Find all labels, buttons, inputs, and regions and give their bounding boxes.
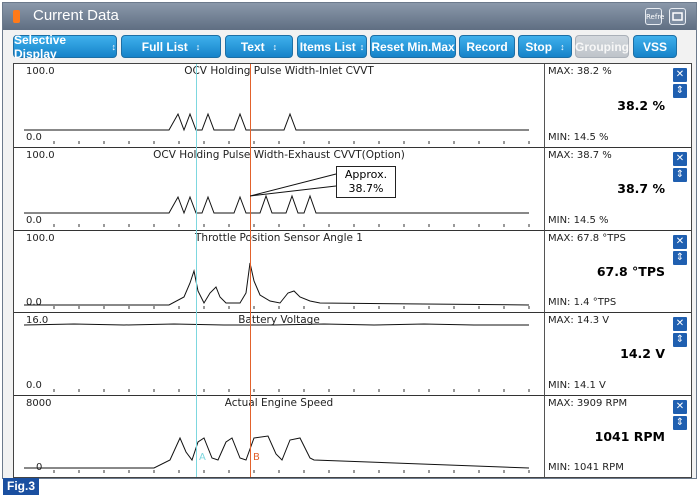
min-value: MIN: 14.1 V: [548, 380, 606, 391]
annotation-callout: Approx. 38.7%: [336, 166, 396, 198]
max-value: MAX: 3909 RPM: [548, 398, 628, 409]
cursor-b-line[interactable]: [250, 64, 251, 477]
stat-ocv-inlet: MAX: 38.2 % 38.2 % MIN: 14.5 % ✕ ⇕: [544, 64, 691, 148]
move-updown-icon[interactable]: ⇕: [673, 416, 687, 430]
trace-throttle: [24, 262, 530, 309]
max-value: MAX: 67.8 °TPS: [548, 233, 626, 244]
y-max-label: 100.0: [26, 150, 55, 161]
callout-pointer: [250, 173, 337, 197]
graph-title: OCV Holding Pulse Width-Inlet CVVT: [184, 65, 374, 77]
y-min-label: 0.0: [26, 380, 42, 391]
stop-button[interactable]: Stop ↕: [518, 35, 572, 58]
updown-icon: ↕: [560, 41, 565, 52]
updown-icon: ↕: [272, 41, 278, 52]
stat-throttle: MAX: 67.8 °TPS 67.8 °TPS MIN: 1.4 °TPS ✕…: [544, 231, 691, 313]
cursor-a-line[interactable]: [196, 64, 197, 477]
figure-tag: Fig.3: [3, 478, 39, 495]
cursor-a-label: A: [199, 452, 206, 463]
move-updown-icon[interactable]: ⇕: [673, 84, 687, 98]
current-value: 1041 RPM: [594, 429, 665, 444]
grouping-button[interactable]: Grouping: [575, 35, 629, 58]
items-list-button[interactable]: Items List ↕: [297, 35, 367, 58]
graph-title: Battery Voltage: [238, 314, 320, 326]
callout-line1: Approx.: [344, 168, 388, 181]
selective-display-button[interactable]: Selective Display ↕: [13, 32, 117, 61]
graph-title: OCV Holding Pulse Width-Exhaust CVVT(Opt…: [153, 149, 405, 161]
updown-icon: ↕: [359, 41, 365, 52]
title-bar: Current Data Refre: [3, 3, 696, 30]
move-updown-icon[interactable]: ⇕: [673, 168, 687, 182]
graph-title: Actual Engine Speed: [224, 397, 334, 409]
close-icon[interactable]: ✕: [673, 400, 687, 414]
reset-minmax-button[interactable]: Reset Min.Max: [370, 35, 456, 58]
updown-icon: ↕: [195, 41, 201, 52]
close-icon[interactable]: ✕: [673, 152, 687, 166]
trace-ocv-exhaust: [24, 194, 530, 227]
y-min-label: 0.0: [26, 297, 42, 308]
move-updown-icon[interactable]: ⇕: [673, 333, 687, 347]
min-value: MIN: 1.4 °TPS: [548, 297, 617, 308]
trace-engine-speed: [24, 435, 530, 473]
full-list-button[interactable]: Full List ↕: [121, 35, 221, 58]
graph-ocv-inlet: 100.0 0.0 OCV Holding Pulse Width-Inlet …: [14, 64, 544, 148]
stat-battery: MAX: 14.3 V 14.2 V MIN: 14.1 V ✕ ⇕: [544, 313, 691, 396]
max-value: MAX: 38.7 %: [548, 150, 612, 161]
graph-throttle: 100.0 0.0 Throttle Position Sensor Angle…: [14, 231, 544, 313]
y-min-label: 0.0: [26, 215, 42, 226]
window-title: Current Data: [33, 7, 119, 24]
record-button[interactable]: Record: [459, 35, 515, 58]
y-max-label: 100.0: [26, 66, 55, 77]
stat-engine-speed: MAX: 3909 RPM 1041 RPM MIN: 1041 RPM ✕ ⇕: [544, 396, 691, 477]
graph-title: Throttle Position Sensor Angle 1: [195, 232, 363, 244]
y-max-label: 100.0: [26, 233, 55, 244]
max-value: MAX: 14.3 V: [548, 315, 610, 326]
y-min-label: 0: [36, 462, 43, 473]
trace-battery: [23, 323, 530, 392]
current-value: 38.7 %: [617, 181, 665, 196]
graph-panel-area: 100.0 0.0 OCV Holding Pulse Width-Inlet …: [13, 63, 692, 478]
graph-ocv-exhaust: 100.0 0.0 OCV Holding Pulse Width-Exhaus…: [14, 148, 544, 231]
current-value: 67.8 °TPS: [596, 264, 665, 279]
close-icon[interactable]: ✕: [673, 68, 687, 82]
callout-line2: 38.7%: [348, 182, 384, 195]
min-value: MIN: 14.5 %: [548, 132, 609, 143]
toolbar: Selective Display ↕ Full List ↕ Text ↕ Item…: [3, 32, 696, 61]
max-value: MAX: 38.2 %: [548, 66, 612, 77]
current-value: 14.2 V: [620, 346, 665, 361]
minimize-icon[interactable]: [669, 8, 686, 25]
move-updown-icon[interactable]: ⇕: [673, 251, 687, 265]
minimize-glyph: [672, 12, 683, 21]
y-max-label: 16.0: [26, 315, 49, 326]
close-icon[interactable]: ✕: [673, 317, 687, 331]
y-min-label: 0.0: [26, 132, 42, 143]
trace-ocv-inlet: [24, 112, 530, 144]
current-data-window: Current Data Refre Selective Display ↕ Fu…: [2, 2, 697, 479]
current-value: 38.2 %: [617, 98, 665, 113]
refresh-icon[interactable]: Refre: [645, 8, 664, 25]
y-max-label: 8000: [26, 398, 52, 409]
cursor-b-label: B: [253, 452, 260, 463]
title-indicator-icon: [13, 10, 20, 23]
graph-engine-speed: 8000 0 Actual Engine Speed: [14, 396, 544, 477]
updown-icon: ↕: [111, 41, 117, 52]
vss-button[interactable]: VSS: [633, 35, 677, 58]
stat-ocv-exhaust: MAX: 38.7 % 38.7 % MIN: 14.5 % ✕ ⇕: [544, 148, 691, 231]
min-value: MIN: 14.5 %: [548, 215, 609, 226]
text-button[interactable]: Text ↕: [225, 35, 293, 58]
graph-battery: 16.0 0.0 Battery Voltage: [14, 313, 544, 396]
min-value: MIN: 1041 RPM: [548, 462, 624, 473]
close-icon[interactable]: ✕: [673, 235, 687, 249]
